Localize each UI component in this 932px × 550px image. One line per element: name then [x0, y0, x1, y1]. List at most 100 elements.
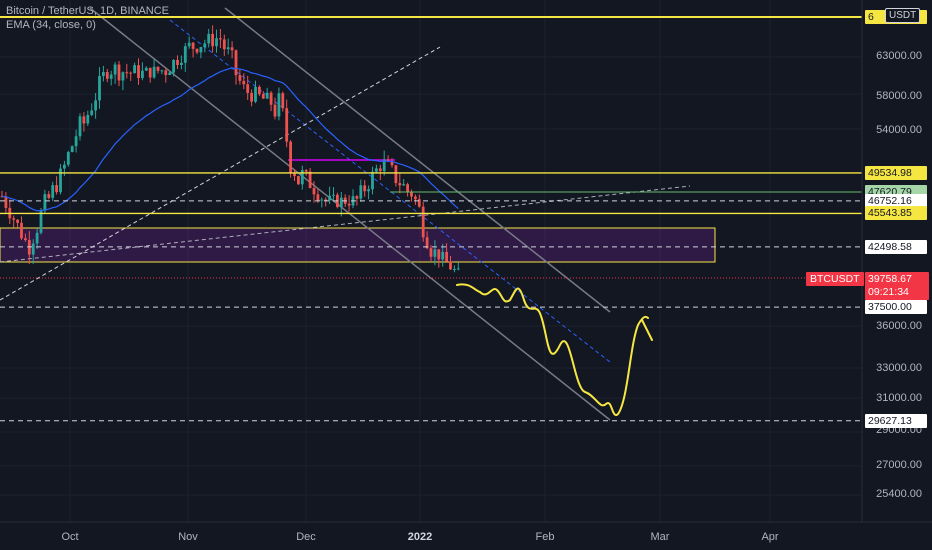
last-price-tag: 39758.67 09:21:34	[865, 272, 929, 300]
chart-zones	[0, 227, 716, 263]
candle-body	[355, 196, 359, 199]
horizontal-levels	[0, 16, 862, 422]
time-axis-label: Nov	[178, 531, 198, 543]
candle-body	[285, 108, 289, 142]
candle-body	[242, 80, 246, 85]
candle-body	[222, 39, 226, 50]
candle-body	[70, 146, 74, 153]
candle-body	[39, 210, 43, 233]
candle-body	[289, 141, 292, 173]
candle-body	[109, 74, 113, 79]
candle-body	[445, 251, 448, 262]
candle-body	[261, 94, 265, 99]
candle-body	[125, 72, 129, 74]
time-axis-label: Mar	[650, 531, 670, 543]
candle-body	[406, 184, 409, 192]
candle-body	[390, 161, 394, 166]
candle-body	[172, 59, 175, 73]
candle-body	[168, 72, 172, 76]
candle-body	[129, 72, 133, 74]
candle-body	[258, 86, 261, 95]
candle-body	[226, 47, 230, 50]
candle-body	[421, 206, 425, 238]
candle-body	[250, 92, 253, 102]
candle-body	[86, 114, 90, 124]
candle-body	[183, 46, 187, 63]
candle-body	[141, 70, 144, 79]
candle-body	[320, 199, 324, 201]
candle-body	[121, 72, 125, 81]
candle-body	[90, 110, 94, 115]
candle-body	[16, 219, 19, 223]
candle-body	[410, 191, 413, 197]
candle-body	[20, 222, 23, 239]
symbol-title: Bitcoin / TetherUS, 1D, BINANCE	[6, 5, 170, 17]
candle-body	[386, 159, 390, 162]
level-46752-tag: 46752.16	[865, 193, 927, 208]
candle-body	[195, 48, 199, 53]
candle-body	[456, 268, 460, 270]
candle-body	[137, 65, 140, 79]
candle-body	[113, 64, 117, 75]
ema-line	[1, 67, 459, 212]
candle-body	[180, 62, 183, 66]
candle-body	[78, 116, 82, 137]
chart-legend: Bitcoin / TetherUS, 1D, BINANCE EMA (34,…	[6, 4, 169, 32]
candle-body	[394, 165, 398, 184]
ema-legend: EMA (34, close, 0)	[6, 19, 96, 31]
candle-body	[164, 70, 168, 76]
time-axis-label: Oct	[61, 531, 79, 543]
candle-body	[55, 185, 58, 193]
candle-body	[234, 50, 238, 76]
candle-body	[433, 249, 437, 257]
candle-body	[293, 172, 296, 177]
projection-path	[456, 283, 653, 417]
candle-body	[398, 183, 402, 186]
candle-body	[148, 67, 152, 78]
candle-body	[347, 203, 351, 206]
candle-body	[105, 72, 109, 79]
chart-grid	[0, 0, 862, 522]
candle-body	[297, 176, 300, 185]
time-axis-label: Feb	[535, 531, 555, 543]
candle-body	[187, 42, 191, 47]
candle-body	[215, 38, 218, 47]
candle-body	[117, 64, 121, 81]
candle-body	[382, 159, 386, 172]
candle-body	[199, 47, 203, 53]
candle-body	[332, 194, 335, 196]
level-49534-tag: 49534.98	[865, 165, 927, 180]
candle-body	[31, 243, 35, 255]
candle-body	[219, 38, 222, 40]
candle-body	[312, 188, 316, 195]
candle-body	[82, 116, 86, 124]
price-axis-label: 63000.00	[876, 50, 922, 62]
candle-body	[230, 47, 234, 51]
candle-body	[363, 185, 367, 192]
candle-body	[144, 67, 148, 71]
candle-body	[269, 92, 273, 105]
candle-body	[265, 92, 269, 99]
last-price-tag-symbol: BTCUSDT	[806, 272, 864, 286]
candle-body	[176, 59, 179, 66]
candle-body	[47, 194, 51, 198]
currency-button[interactable]: USDT	[885, 8, 921, 23]
candle-body	[304, 170, 308, 172]
candle-body	[316, 194, 320, 201]
candle-body	[102, 72, 105, 77]
candle-body	[339, 197, 343, 208]
candle-body	[414, 196, 417, 200]
candle-body	[277, 93, 281, 117]
candle-body	[449, 261, 452, 270]
candle-body	[402, 184, 406, 186]
candle-body	[246, 84, 250, 93]
channel-upper	[224, 7, 611, 313]
candle-body	[300, 170, 304, 185]
candle-body	[371, 171, 374, 190]
price-axis-label: 36000.00	[876, 319, 922, 332]
time-axis-label: Dec	[296, 531, 316, 543]
candle-body	[94, 100, 97, 111]
candle-body	[51, 185, 55, 198]
candle-body	[43, 194, 47, 211]
